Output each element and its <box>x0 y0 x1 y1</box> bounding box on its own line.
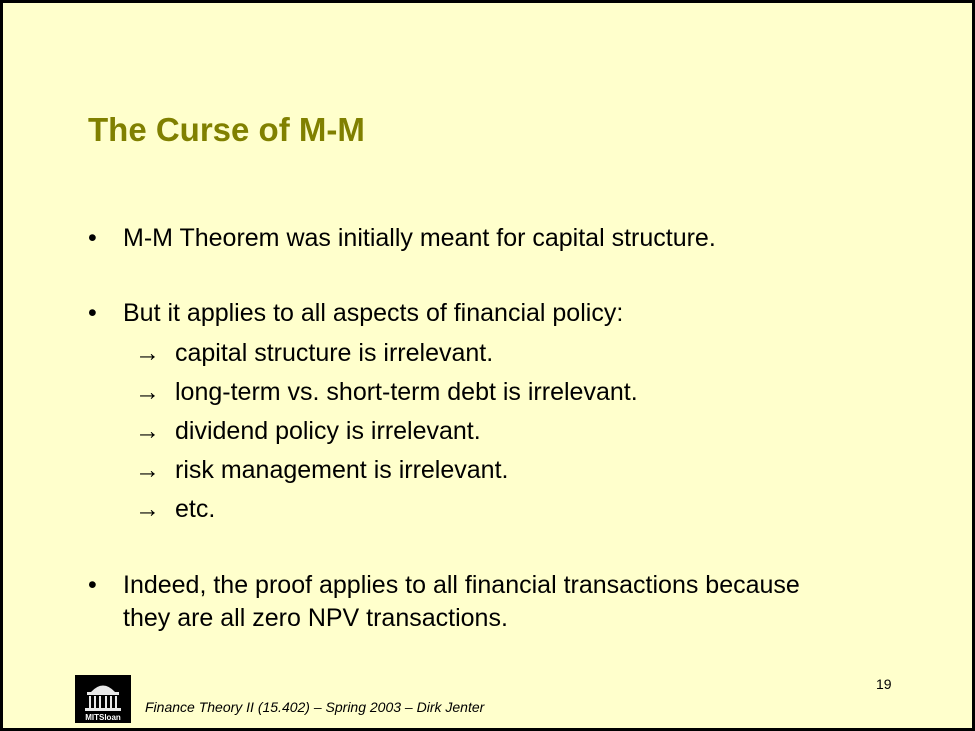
sub-item: → dividend policy is irrelevant. <box>135 415 481 448</box>
dome-building-icon: MITSloan <box>75 675 131 723</box>
arrow-icon: → <box>135 339 160 367</box>
slide-title: The Curse of M-M <box>88 111 365 148</box>
sub-item: → etc. <box>135 493 215 526</box>
bullet-text: Indeed, the proof applies to all financi… <box>123 571 800 599</box>
sub-item: → capital structure is irrelevant. <box>135 337 493 370</box>
arrow-icon: → <box>135 378 160 406</box>
bullet-text: But it applies to all aspects of financi… <box>123 299 624 327</box>
logo-text: MITSloan <box>85 713 121 722</box>
sub-item: → long-term vs. short-term debt is irrele… <box>135 376 638 409</box>
arrow-icon: → <box>135 456 160 484</box>
arrow-icon: → <box>135 495 160 523</box>
bullet-marker: • <box>88 571 97 599</box>
sub-item-text: etc. <box>175 495 216 523</box>
arrow-icon: → <box>135 417 160 445</box>
sub-item-text: capital structure is irrelevant. <box>175 339 494 367</box>
sub-item-text: risk management is irrelevant. <box>175 456 509 484</box>
bullet-marker: • <box>88 224 97 252</box>
bullet-text: M-M Theorem was initially meant for capi… <box>123 224 716 252</box>
sub-item: → risk management is irrelevant. <box>135 454 508 487</box>
bullet-text-continuation: they are all zero NPV transactions. <box>123 604 508 632</box>
page-number: 19 <box>876 676 892 692</box>
sub-item-text: dividend policy is irrelevant. <box>175 417 481 445</box>
sub-item-text: long-term vs. short-term debt is irrelev… <box>175 378 638 406</box>
bullet-marker: • <box>88 299 97 327</box>
mit-sloan-logo: MITSloan <box>75 675 131 723</box>
footer-text: Finance Theory II (15.402) – Spring 2003… <box>145 699 485 715</box>
